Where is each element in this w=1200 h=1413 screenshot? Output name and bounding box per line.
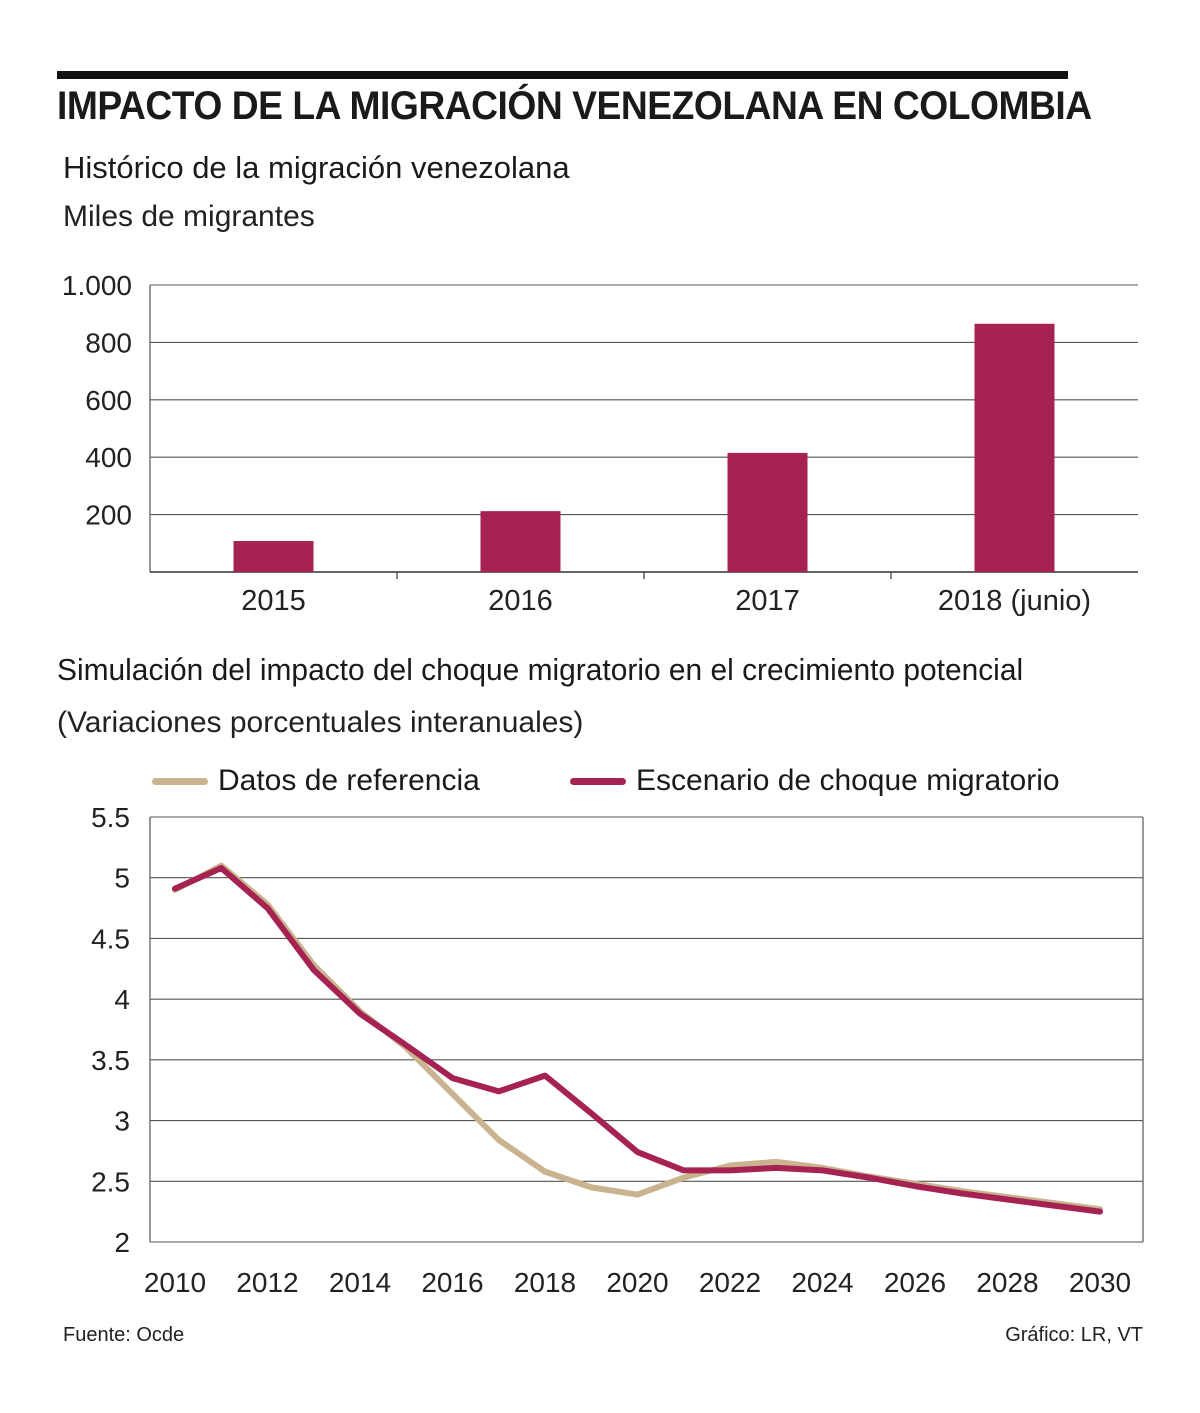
legend-swatch-choque — [570, 777, 626, 785]
series-line-0 — [172, 862, 1103, 1213]
bar-y-tick-label: 600 — [85, 385, 132, 416]
bar — [727, 452, 808, 572]
legend-label-referencia: Datos de referencia — [218, 764, 480, 797]
line-x-tick-label: 2020 — [606, 1267, 668, 1298]
line-y-tick-label: 4.5 — [91, 923, 130, 954]
line-x-tick-label: 2030 — [1069, 1267, 1131, 1298]
footer-credit: Gráfico: LR, VT — [1005, 1324, 1143, 1346]
bar-y-tick-label: 800 — [85, 327, 132, 358]
line-x-tick-label: 2018 — [514, 1267, 576, 1298]
line-y-tick-label: 3 — [114, 1106, 130, 1137]
bar-y-tick-label: 400 — [85, 442, 132, 473]
bar-x-tick-label: 2018 (junio) — [938, 585, 1091, 617]
bar-chart-subtitle: Miles de migrantes — [63, 200, 315, 233]
line-y-tick-label: 2.5 — [91, 1166, 130, 1197]
line-chart: 2 2.5 3 3.5 4 4.5 5 5.5 2010 2012 2014 2016 2018 2020… — [91, 802, 1144, 1298]
line-x-tick-label: 2028 — [976, 1267, 1038, 1298]
line-chart-subtitle: (Variaciones porcentuales interanuales) — [57, 706, 584, 739]
footer-source: Fuente: Ocde — [63, 1324, 185, 1346]
bar-chart: 200 400 600 800 1.000 2015 2016 2017 2018 (junio… — [62, 270, 1138, 617]
bar-x-tick-label: 2016 — [488, 585, 553, 617]
line-x-tick-label: 2014 — [329, 1267, 391, 1298]
legend-label-choque: Escenario de choque migratorio — [636, 764, 1060, 797]
line-y-tick-label: 5.5 — [91, 802, 130, 833]
line-x-tick-label: 2022 — [699, 1267, 761, 1298]
line-y-tick-label: 3.5 — [91, 1045, 130, 1076]
bar-y-tick-label: 200 — [85, 500, 132, 531]
line-x-tick-label: 2012 — [236, 1267, 298, 1298]
line-chart-title: Simulación del impacto del choque migrat… — [57, 652, 1024, 687]
line-x-tick-label: 2026 — [884, 1267, 946, 1298]
bar-x-tick-label: 2015 — [241, 585, 306, 617]
line-x-tick-label: 2016 — [421, 1267, 483, 1298]
line-x-tick-label: 2024 — [791, 1267, 853, 1298]
bar-chart-title: Histórico de la migración venezolana — [63, 150, 570, 185]
bar — [233, 541, 314, 572]
line-y-tick-label: 4 — [114, 984, 130, 1015]
line-y-tick-label: 5 — [114, 863, 130, 894]
series-line-1 — [172, 865, 1103, 1215]
legend-swatch-referencia — [152, 777, 208, 785]
line-y-tick-label: 2 — [114, 1227, 130, 1258]
line-x-tick-label: 2010 — [144, 1267, 206, 1298]
bar-x-tick-label: 2017 — [735, 585, 800, 617]
bar — [480, 511, 561, 572]
legend-item-choque: Escenario de choque migratorio — [570, 764, 1060, 798]
legend-item-referencia: Datos de referencia — [152, 764, 480, 798]
top-rule — [57, 71, 1068, 79]
page-title: IMPACTO DE LA MIGRACIÓN VENEZOLANA EN CO… — [57, 84, 1092, 128]
bar-y-tick-label: 1.000 — [62, 270, 132, 301]
bar — [974, 323, 1055, 572]
